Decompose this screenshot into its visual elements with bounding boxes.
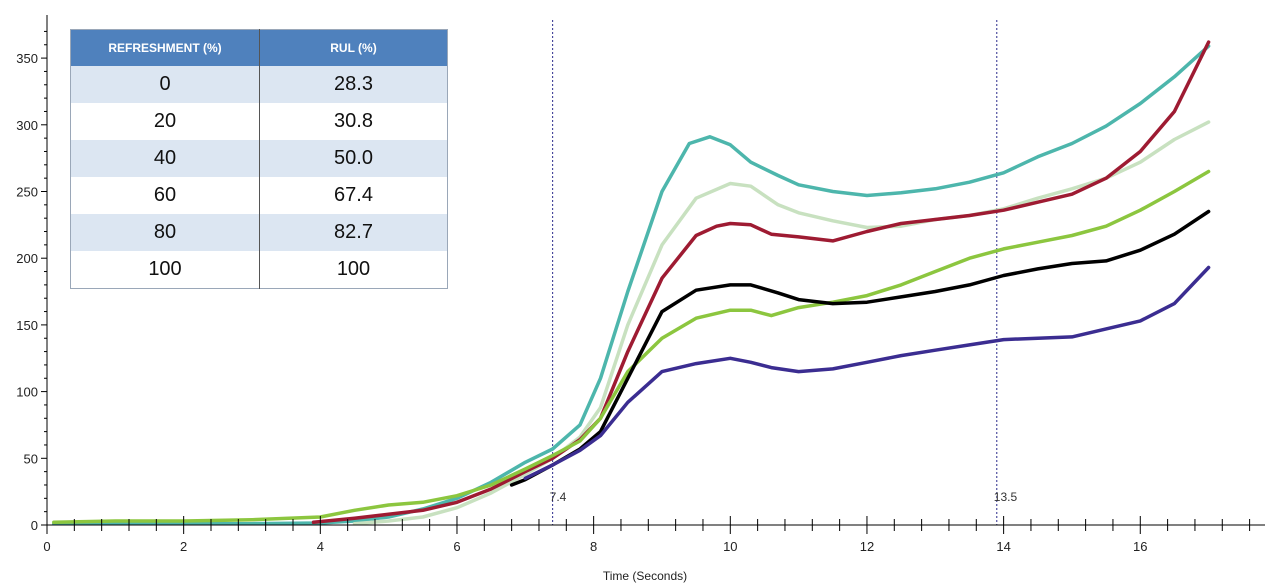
series-line-2 [352, 120, 1211, 526]
series-line-6 [523, 265, 1211, 481]
rul-cell: 50.0 [259, 140, 448, 177]
table-header-row: REFRESHMENT (%) RUL (%) [70, 29, 448, 66]
refreshment-rul-table: REFRESHMENT (%) RUL (%) 0 28.3 20 30.8 4… [70, 29, 448, 289]
refreshment-cell: 0 [70, 66, 260, 103]
refreshment-cell: 80 [70, 214, 260, 251]
rul-cell: 30.8 [259, 103, 448, 140]
refreshment-cell: 100 [70, 251, 260, 289]
table-row: 20 30.8 [70, 103, 448, 140]
x-tick-label: 0 [43, 539, 50, 554]
header-refreshment: REFRESHMENT (%) [70, 29, 260, 66]
series-line-5 [509, 209, 1211, 487]
reference-line-label: 13.5 [994, 490, 1018, 504]
y-tick-label: 50 [24, 451, 38, 466]
series-layer [52, 40, 1211, 526]
reference-lines: 7.4 13.5 [550, 20, 1018, 525]
refreshment-cell: 60 [70, 177, 260, 214]
rul-cell: 28.3 [259, 66, 448, 103]
x-tick-label: 2 [180, 539, 187, 554]
series-line-3 [311, 40, 1211, 525]
y-tick-label: 300 [16, 118, 38, 133]
x-tick-label: 8 [590, 539, 597, 554]
x-tick-label: 10 [723, 539, 737, 554]
refreshment-cell: 40 [70, 140, 260, 177]
table-row: 80 82.7 [70, 214, 448, 251]
rul-cell: 67.4 [259, 177, 448, 214]
rul-cell: 82.7 [259, 214, 448, 251]
y-tick-label: 200 [16, 251, 38, 266]
x-tick-label: 14 [996, 539, 1010, 554]
x-tick-label: 12 [860, 539, 874, 554]
table-row: 60 67.4 [70, 177, 448, 214]
rul-cell: 100 [259, 251, 448, 289]
reference-line-label: 7.4 [550, 490, 567, 504]
y-tick-label: 100 [16, 385, 38, 400]
y-tick-label: 0 [31, 518, 38, 533]
y-tick-label: 250 [16, 185, 38, 200]
table-row: 0 28.3 [70, 66, 448, 103]
table-row: 100 100 [70, 251, 448, 289]
header-rul: RUL (%) [259, 29, 448, 66]
refreshment-cell: 20 [70, 103, 260, 140]
series-line-1 [52, 44, 1211, 526]
x-tick-label: 4 [317, 539, 324, 554]
x-axis-title: Time (Seconds) [603, 569, 687, 583]
series-line-4 [52, 169, 1211, 525]
x-tick-label: 6 [453, 539, 460, 554]
table-row: 40 50.0 [70, 140, 448, 177]
y-tick-label: 150 [16, 318, 38, 333]
y-tick-label: 350 [16, 51, 38, 66]
x-tick-label: 16 [1133, 539, 1147, 554]
